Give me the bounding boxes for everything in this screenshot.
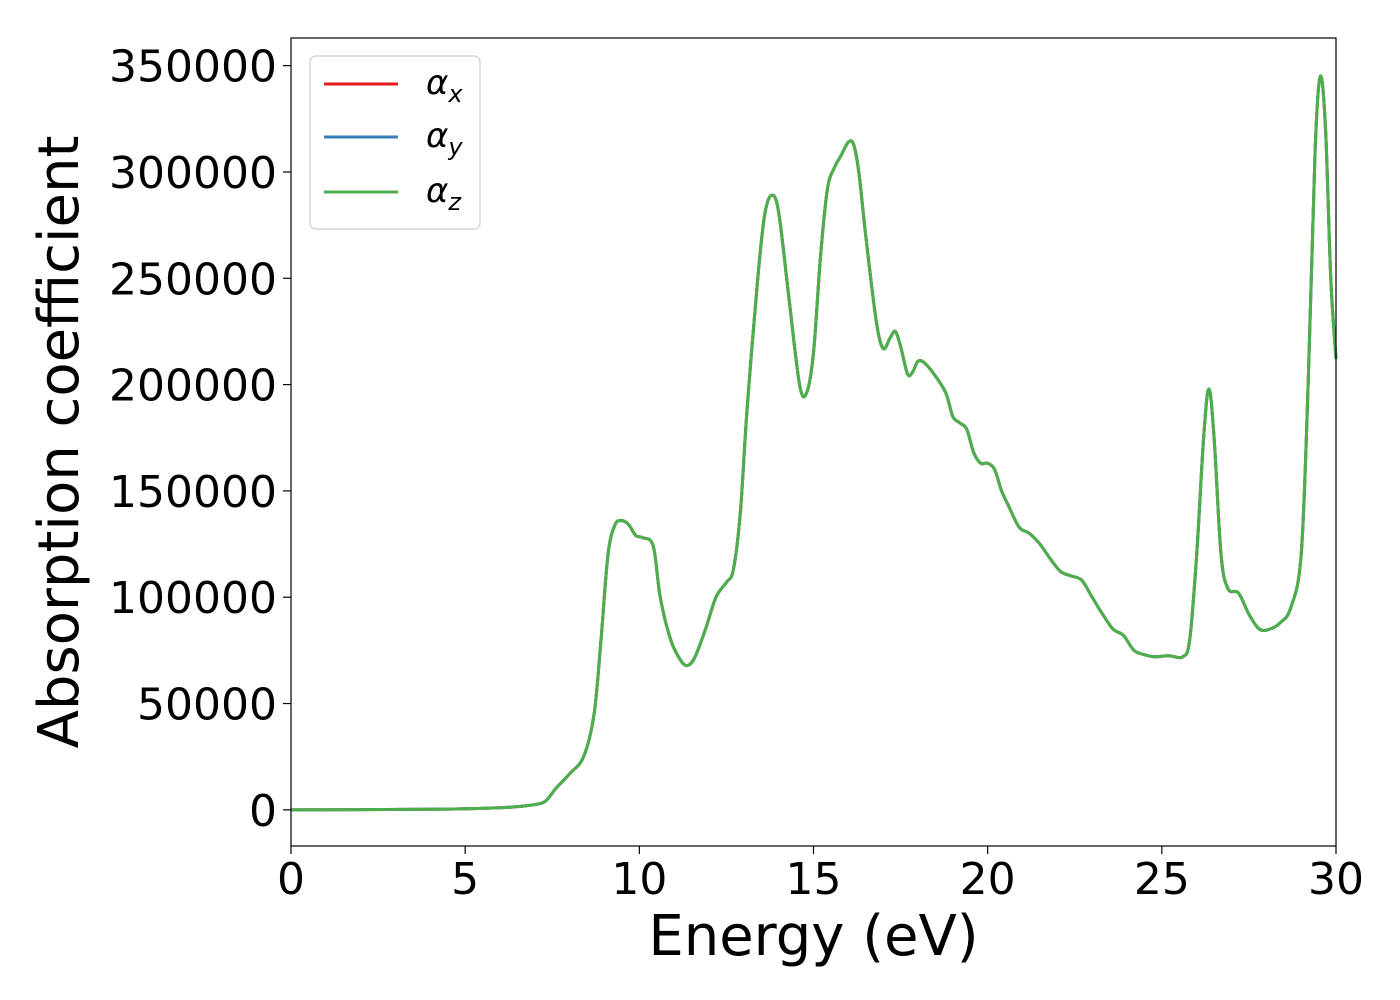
legend-label-x: αx [426,63,463,108]
y-tick-label: 200000 [109,361,277,412]
legend-symbol: α [426,116,448,156]
x-tick-label: 30 [1308,854,1364,905]
y-tick-label: 50000 [137,680,277,731]
legend-symbol: α [426,171,448,211]
x-tick-label: 5 [451,854,479,905]
x-axis-title: Energy (eV) [648,904,978,969]
series-layer [290,74,1338,812]
x-tick-label: 10 [611,854,667,905]
y-tick-label: 150000 [109,467,277,518]
x-tick-label: 20 [960,854,1016,905]
legend-label-z: αz [426,171,462,216]
y-tick-label: 100000 [109,573,277,624]
series-line-alpha-z [290,74,1338,812]
legend-subscript: x [447,80,463,108]
x-tick-label: 15 [786,854,842,905]
y-axis-title: Absorption coefficient [27,136,92,749]
legend-symbol: α [426,63,448,103]
x-tick-label: 25 [1134,854,1190,905]
legend-subscript: y [447,133,463,161]
y-axis: 0 50000 100000 150000 200000 250000 300000 3500… [109,42,291,837]
y-tick-label: 0 [249,786,277,837]
legend-box [309,55,481,230]
y-tick-label: 350000 [109,42,277,93]
x-tick-label: 0 [277,854,305,905]
y-tick-label: 300000 [109,148,277,199]
legend-label-y: αy [426,116,463,161]
legend-subscript: z [447,188,462,216]
y-tick-label: 250000 [109,254,277,305]
x-axis: 0 5 10 15 20 25 30 [277,846,1364,905]
